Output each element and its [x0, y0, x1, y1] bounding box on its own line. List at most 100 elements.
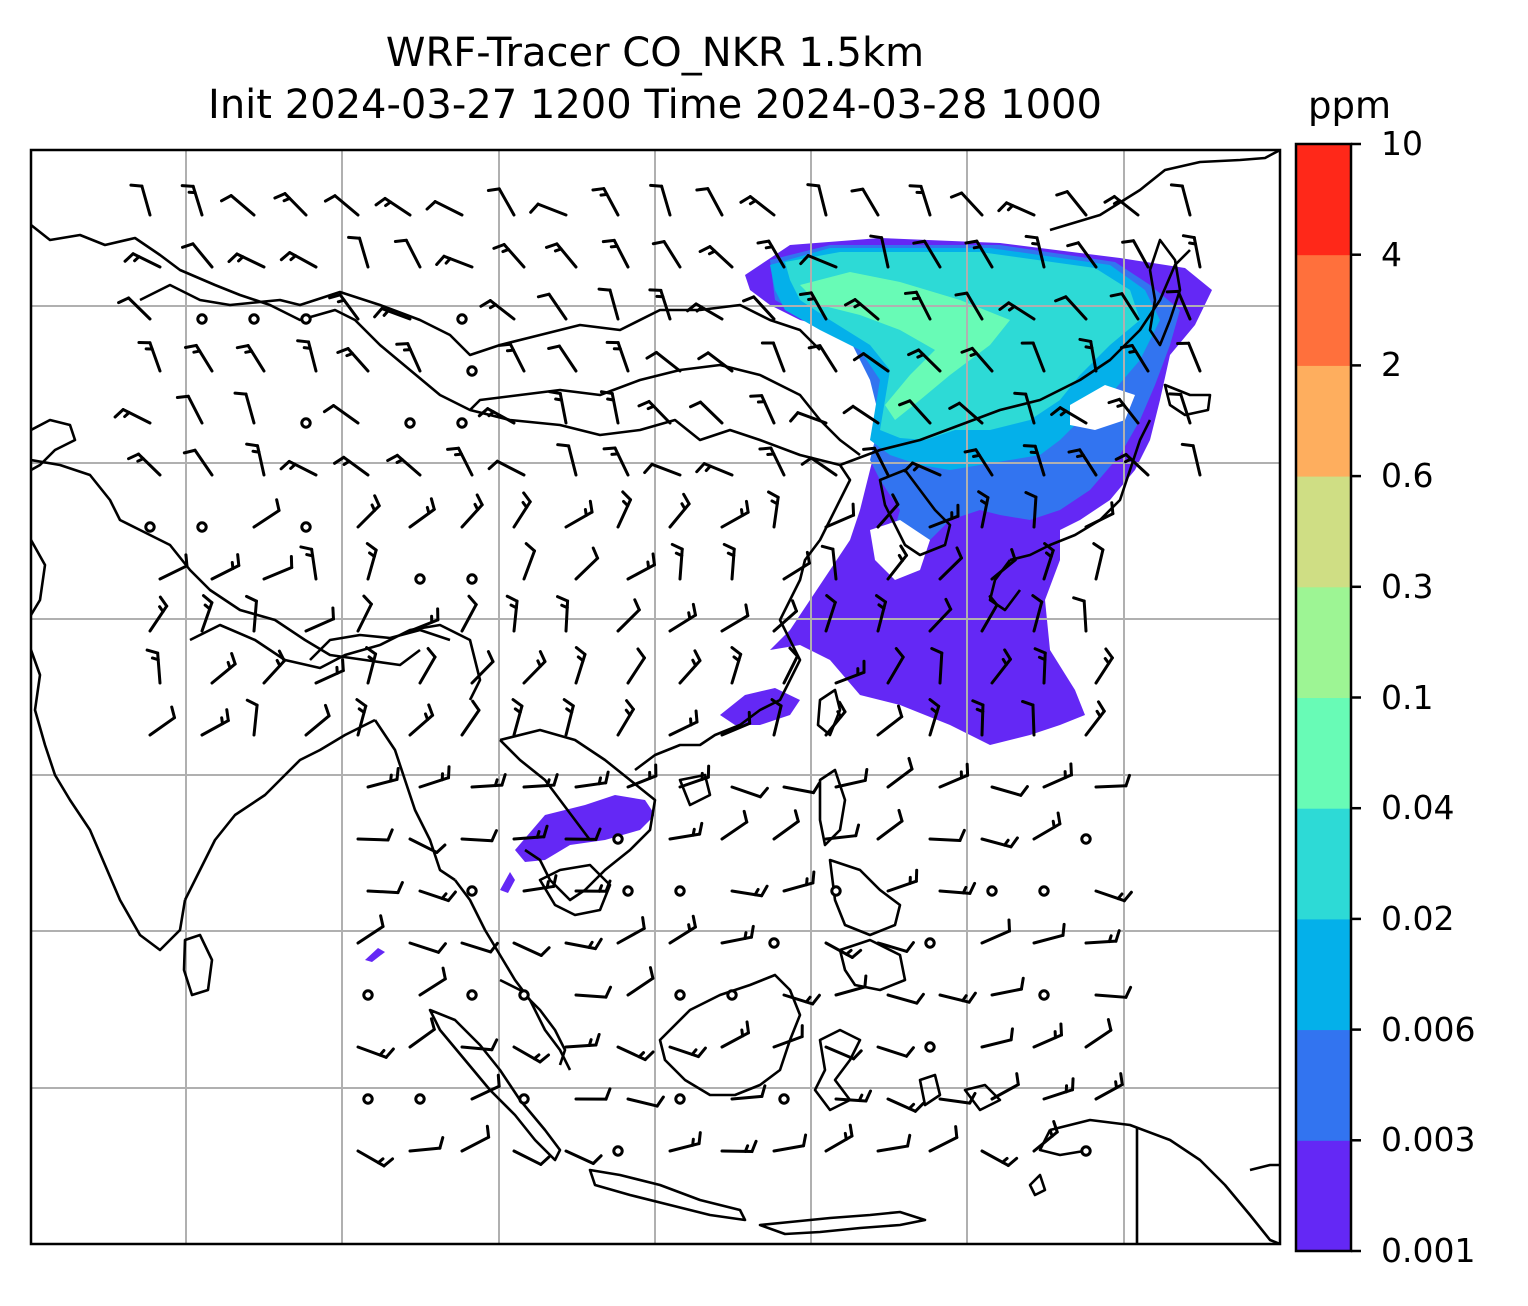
- wind-barb-flag: [180, 184, 195, 188]
- coast-kazakhstan-border: [139, 283, 821, 357]
- wind-barb-flag: [637, 1051, 646, 1059]
- wind-barb-flag: [903, 461, 914, 473]
- wind-barb-shaft: [957, 401, 984, 425]
- wind-barb-flag: [908, 184, 923, 188]
- wind-barb-flag: [593, 937, 603, 951]
- wind-barb-shaft: [127, 296, 152, 321]
- plume-lowest-speck-2: [365, 948, 385, 962]
- wind-barb-flag: [637, 399, 651, 408]
- colorbar-segment: [1296, 697, 1351, 809]
- wind-barb-flag: [367, 655, 376, 662]
- wind-barb-flag: [1119, 343, 1134, 350]
- wind-barb-flag: [750, 1139, 758, 1154]
- wind-barb-flag: [245, 442, 259, 448]
- colorbar-tick-label: 0.04: [1381, 788, 1455, 828]
- wind-barb-flag: [864, 1089, 873, 1103]
- wind-barb-shaft: [608, 288, 620, 321]
- wind-barb-flag: [842, 404, 855, 415]
- wind-barb-flag: [707, 249, 717, 256]
- wind-barb-flag: [384, 200, 392, 208]
- wind-barb-flag: [477, 407, 490, 418]
- wind-barb-shaft: [332, 404, 360, 425]
- coast-russia-far-east: [1049, 150, 1280, 232]
- coast-gulf-of-thailand: [538, 863, 612, 917]
- wind-barb-flag: [1006, 1156, 1019, 1167]
- wind-barb-shaft: [626, 656, 646, 685]
- wind-barb-shaft: [980, 929, 1012, 945]
- colorbar-tick-label: 0.006: [1381, 1009, 1476, 1049]
- colorbar-tick-label: 10: [1381, 124, 1423, 163]
- wind-barb-flag: [905, 1046, 915, 1058]
- wind-barb-flag: [560, 603, 569, 610]
- wind-barb-flag: [601, 238, 616, 244]
- wind-barb-flag: [967, 991, 977, 1004]
- wind-barb-shaft: [470, 1084, 501, 1101]
- calm-circle: [1080, 1145, 1092, 1157]
- wind-barb-shaft: [1132, 239, 1150, 269]
- wind-barb-shaft: [252, 703, 259, 737]
- wind-barb-flag: [542, 824, 549, 839]
- wind-barb-shaft: [990, 785, 1023, 797]
- wind-barb-flag: [336, 298, 346, 304]
- wind-barb-flag: [704, 464, 712, 473]
- wind-barb-shaft: [512, 1149, 543, 1166]
- wind-barb-shaft: [1187, 341, 1202, 373]
- wind-barb-flag: [793, 809, 800, 823]
- coast-china-east: [634, 464, 852, 772]
- wind-barb-shaft: [730, 1094, 764, 1101]
- wind-barb-flag: [296, 339, 311, 344]
- wind-barb-flag: [767, 490, 780, 499]
- colorbar-tick-label: 0.1: [1381, 677, 1434, 717]
- wind-barb-flag: [695, 187, 710, 192]
- wind-barb-flag: [655, 1095, 665, 1108]
- wind-barb-flag: [877, 603, 886, 610]
- wind-barb-flag: [552, 773, 559, 787]
- colorbar-segment: [1296, 918, 1351, 1031]
- wind-barb-flag: [467, 594, 478, 607]
- wind-barb-flag: [766, 452, 776, 456]
- wind-barb-flag: [732, 655, 741, 663]
- wind-barb-flag: [694, 709, 699, 724]
- wind-barb-flag: [1071, 1077, 1075, 1092]
- coast-sakhalin: [1148, 238, 1182, 347]
- wind-barb-shaft: [824, 834, 858, 841]
- wind-barb-flag: [743, 931, 748, 940]
- wind-barb-flag: [739, 195, 752, 204]
- wind-barb-flag: [220, 194, 233, 203]
- wind-barb-flag: [536, 659, 542, 668]
- wind-barb-flag: [800, 456, 813, 466]
- wind-barb-flag: [341, 658, 345, 673]
- wind-barb-shaft: [938, 651, 944, 685]
- colorbar-segment: [1296, 365, 1351, 477]
- wind-barb-flag: [789, 411, 800, 423]
- wind-barb-flag: [251, 449, 261, 454]
- wind-barb-flag: [425, 200, 437, 211]
- wind-barb-shaft: [862, 352, 890, 373]
- wind-barb-flag: [758, 786, 769, 799]
- wind-barb-flag: [1000, 1156, 1009, 1164]
- wind-barb-shaft: [262, 565, 294, 581]
- wind-barb-flag: [806, 183, 821, 188]
- calm-circle: [144, 521, 156, 533]
- wind-barb-flag: [645, 350, 658, 360]
- wind-barb-flag: [852, 1049, 863, 1061]
- wind-barb-flag: [386, 828, 394, 842]
- wind-barb-shaft: [1024, 392, 1036, 425]
- wind-barb-shaft: [720, 721, 752, 737]
- wind-barb-flag: [1114, 1080, 1119, 1090]
- wind-barb-flag: [597, 287, 612, 292]
- wind-barb-shaft: [193, 448, 214, 477]
- wind-barb-shaft: [720, 1149, 754, 1154]
- wind-barb-flag: [843, 1131, 848, 1141]
- wind-barb-flag: [1019, 785, 1029, 797]
- wind-barb-flag: [505, 594, 519, 603]
- wind-barb-flag: [1096, 700, 1106, 713]
- wind-barb-shaft: [567, 444, 578, 477]
- wind-barb-shaft: [990, 1083, 1020, 1101]
- wind-barb-shaft: [876, 1045, 909, 1058]
- wind-barb-flag: [912, 239, 927, 245]
- wind-barb-flag: [328, 293, 342, 300]
- wind-barb-flag: [745, 1020, 750, 1035]
- wind-barb-shaft: [806, 254, 838, 269]
- wind-barb-shaft: [772, 1144, 806, 1153]
